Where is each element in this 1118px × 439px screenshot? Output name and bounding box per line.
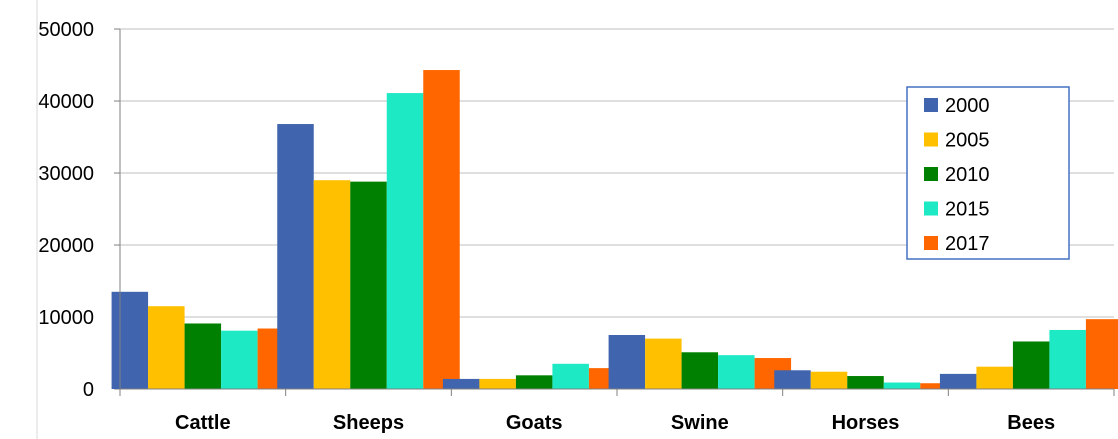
legend-swatch-2010 [924, 167, 938, 181]
bar-2000-swine [608, 335, 646, 389]
bar-2005-swine [645, 338, 682, 389]
y-tick-labels: 0 10000 20000 30000 40000 50000 [38, 19, 94, 401]
legend-label: 2000 [945, 95, 990, 117]
bar-2010-horses [847, 376, 884, 389]
bar-2010-sheeps [350, 181, 387, 389]
y-tick-label: 30000 [38, 163, 94, 185]
bar-2000-sheeps [277, 124, 314, 389]
legend-label: 2005 [945, 130, 990, 152]
bar-2015-horses [883, 382, 921, 389]
bar-2000-goats [442, 378, 480, 389]
bar-2017-bees [1085, 319, 1118, 389]
bar-2010-cattle [184, 323, 222, 389]
bar-2015-sheeps [386, 93, 424, 389]
x-tick-labels: Cattle Sheeps Goats Swine Horses Bees [175, 412, 1055, 434]
bar-2005-sheeps [313, 180, 351, 389]
bar-2010-bees [1012, 341, 1050, 389]
bar-2005-goats [479, 378, 516, 389]
x-tick-label: Horses [832, 412, 900, 434]
bar-2000-cattle [111, 291, 149, 389]
bar-2015-cattle [221, 330, 258, 389]
bar-2005-cattle [148, 306, 185, 389]
x-tick-label: Bees [1007, 412, 1055, 434]
y-tick-label: 50000 [38, 19, 94, 41]
x-tick-label: Swine [671, 412, 729, 434]
x-tick-label: Sheeps [333, 412, 404, 434]
bar-2015-swine [718, 355, 755, 389]
bar-2005-bees [976, 366, 1013, 389]
y-tick-label: 20000 [38, 235, 94, 257]
bar-2015-bees [1049, 329, 1086, 389]
legend-swatch-2005 [924, 132, 938, 147]
legend-swatch-2000 [924, 98, 938, 112]
x-tick-label: Cattle [175, 412, 231, 434]
bar-2017-horses [920, 383, 957, 389]
legend-swatch-2015 [924, 201, 938, 216]
legend-label: 2017 [945, 233, 990, 255]
legend: 2000 2005 2010 2015 2017 [906, 86, 1070, 260]
legend-swatch-2017 [924, 236, 938, 250]
bar-2015-goats [552, 363, 589, 389]
bars [111, 70, 1118, 389]
axes [119, 29, 1115, 396]
bar-2000-bees [939, 373, 977, 389]
y-tick-label: 0 [83, 379, 94, 401]
bar-2000-horses [774, 370, 811, 389]
y-tick-label: 10000 [38, 307, 94, 329]
bar-2005-horses [810, 371, 848, 389]
bar-2017-sheeps [423, 70, 460, 389]
legend-label: 2010 [945, 164, 990, 186]
legend-label: 2015 [945, 199, 990, 221]
y-tick-label: 40000 [38, 91, 94, 113]
bar-2010-swine [681, 352, 719, 389]
x-tick-label: Goats [506, 412, 563, 434]
bar-2010-goats [515, 375, 553, 389]
